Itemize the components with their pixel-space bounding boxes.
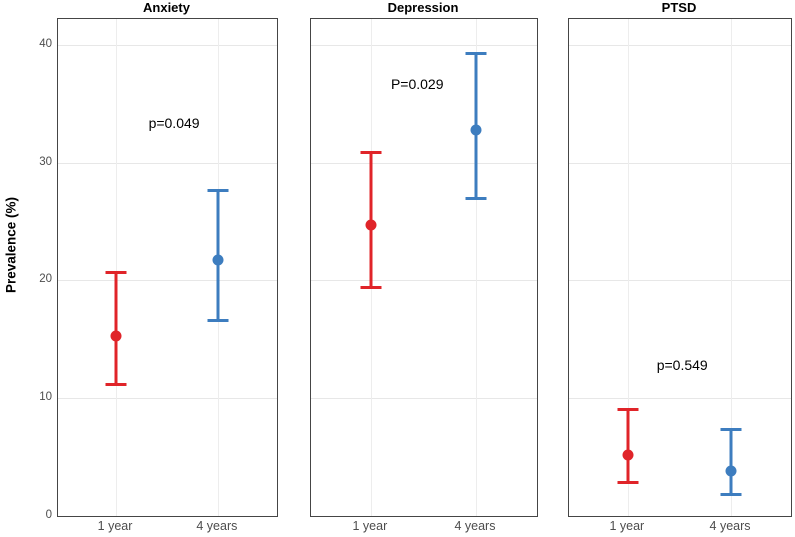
h-gridline [569, 398, 791, 400]
v-gridline [475, 19, 477, 516]
p-value-label: p=0.049 [148, 114, 200, 131]
panel-ptsd: p=0.549 [568, 18, 792, 517]
errorbar-cap-top [720, 427, 742, 431]
y-axis-title: Prevalence (%) [3, 196, 19, 294]
panel-title: Depression [387, 0, 459, 15]
errorbar-1-year [617, 407, 639, 485]
v-gridline [731, 19, 733, 516]
panel-depression: P=0.029 [310, 18, 538, 517]
h-gridline [569, 280, 791, 282]
x-tick-label: 4 years [454, 519, 496, 533]
x-tick-label: 1 year [97, 519, 133, 533]
y-tick-label: 10 [39, 391, 52, 404]
errorbar-cap-bottom [105, 383, 127, 387]
v-gridline [627, 19, 629, 516]
y-tick-label: 30 [39, 155, 52, 168]
x-tick-label: 4 years [709, 519, 751, 533]
errorbar-4-years [720, 427, 742, 496]
h-gridline [58, 280, 277, 282]
h-gridline [58, 44, 277, 46]
y-tick-label: 40 [39, 37, 52, 50]
point-marker-1-year [622, 449, 634, 461]
h-gridline [58, 398, 277, 400]
point-marker-1-year [110, 330, 122, 342]
panel-title: PTSD [661, 0, 697, 15]
errorbar-cap-top [105, 271, 127, 275]
errorbar-cap-bottom [617, 481, 639, 485]
y-tick-label: 0 [45, 509, 52, 521]
h-gridline [569, 516, 791, 517]
point-marker-4-years [725, 465, 737, 477]
h-gridline [311, 44, 537, 46]
errorbar-1-year [105, 271, 127, 387]
h-gridline [311, 162, 537, 164]
panel-title: Anxiety [143, 0, 190, 15]
point-marker-4-years [212, 254, 224, 266]
errorbar-cap-top [465, 51, 487, 55]
errorbar-stem [626, 407, 630, 485]
errorbar-stem [114, 271, 118, 387]
panel-anxiety: p=0.049 [57, 18, 278, 517]
p-value-label: P=0.029 [390, 75, 444, 92]
errorbar-cap-bottom [465, 197, 487, 201]
errorbar-stem [729, 427, 733, 496]
errorbar-cap-bottom [360, 285, 382, 289]
h-gridline [569, 162, 791, 164]
errorbar-cap-bottom [207, 318, 229, 322]
h-gridline [58, 516, 277, 517]
h-gridline [311, 516, 537, 517]
x-tick-label: 4 years [196, 519, 238, 533]
point-marker-4-years [470, 124, 482, 136]
h-gridline [311, 398, 537, 400]
point-marker-1-year [365, 219, 377, 231]
errorbar-cap-top [360, 150, 382, 154]
x-tick-label: 1 year [352, 519, 388, 533]
errorbar-cap-top [617, 407, 639, 411]
y-tick-label: 20 [39, 273, 52, 286]
errorbar-cap-top [207, 188, 229, 192]
h-gridline [311, 280, 537, 282]
errorbar-cap-bottom [720, 492, 742, 496]
h-gridline [569, 44, 791, 46]
h-gridline [58, 162, 277, 164]
p-value-label: p=0.549 [656, 357, 708, 374]
v-gridline [116, 19, 118, 516]
x-tick-label: 1 year [609, 519, 645, 533]
